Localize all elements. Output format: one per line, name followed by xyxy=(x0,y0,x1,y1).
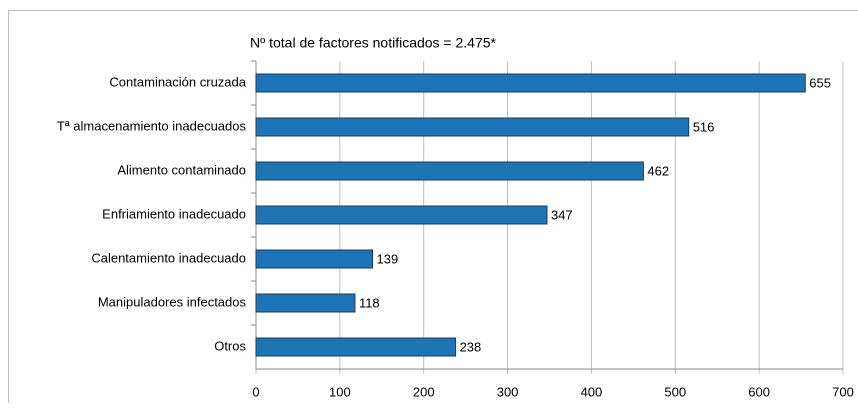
y-tick-label: Contaminación cruzada xyxy=(109,74,246,89)
data-label: 347 xyxy=(551,207,573,222)
data-label: 655 xyxy=(809,75,831,90)
bar xyxy=(256,338,456,356)
x-tick-label: 0 xyxy=(252,384,259,399)
bar xyxy=(256,206,547,224)
x-tick-label: 200 xyxy=(413,384,435,399)
x-tick-label: 700 xyxy=(832,384,854,399)
chart-title: Nº total de factores notificados = 2.475… xyxy=(250,35,497,51)
data-label: 238 xyxy=(460,339,482,354)
x-tick-label: 100 xyxy=(329,384,351,399)
bar xyxy=(256,162,643,180)
data-label: 118 xyxy=(359,295,380,310)
y-tick-label: Tª almacenamiento inadecuados xyxy=(57,118,247,133)
bar xyxy=(256,294,355,312)
y-tick-label: Calentamiento inadecuado xyxy=(91,250,246,265)
y-tick-label: Alimento contaminado xyxy=(117,162,246,177)
x-tick-label: 600 xyxy=(748,384,770,399)
data-label: 139 xyxy=(377,251,399,266)
x-tick-label: 500 xyxy=(664,384,686,399)
y-tick-label: Otros xyxy=(214,338,246,353)
y-tick-label: Enfriamiento inadecuado xyxy=(102,206,246,221)
bar xyxy=(256,118,689,136)
x-tick-label: 400 xyxy=(581,384,603,399)
y-tick-label: Manipuladores infectados xyxy=(98,294,247,309)
data-label: 462 xyxy=(647,163,669,178)
bar xyxy=(256,250,373,268)
x-tick-label: 300 xyxy=(497,384,519,399)
bar xyxy=(256,74,805,92)
data-label: 516 xyxy=(693,119,715,134)
